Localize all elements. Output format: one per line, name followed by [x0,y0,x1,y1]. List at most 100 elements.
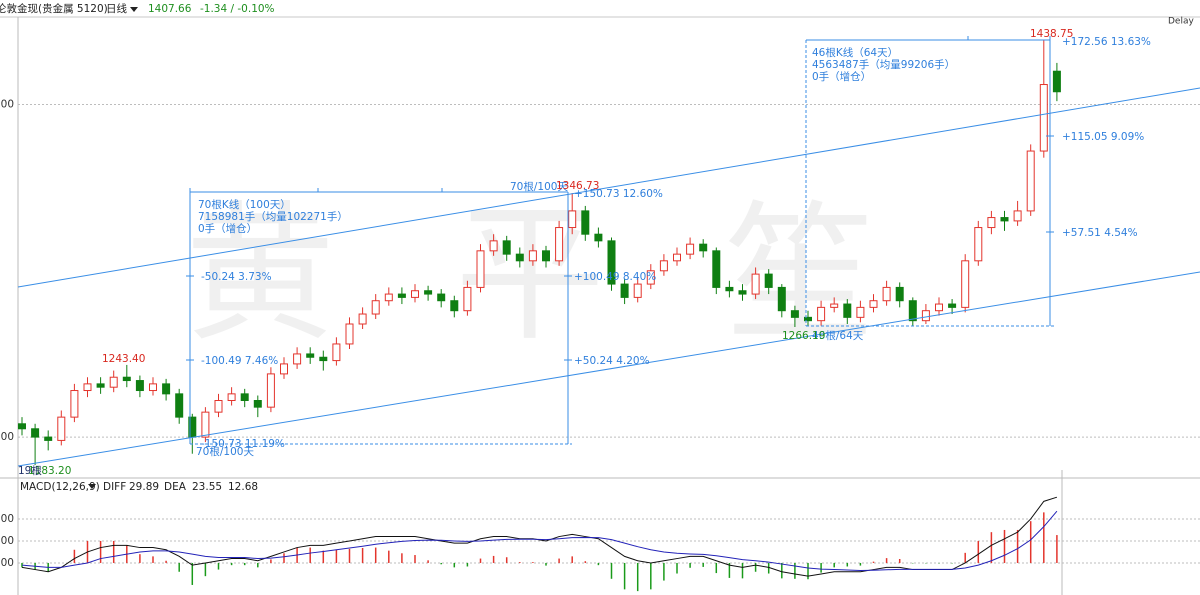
candle-body [790,310,799,318]
candle-body [70,390,79,418]
low-label: 1183.20 [28,465,71,477]
bars-label: 19根 [18,464,42,477]
candle-body [122,376,131,382]
candle-body [568,210,577,229]
candles [18,40,1061,466]
candle-body [83,383,92,392]
candle-body [31,428,40,438]
y-tick-label: 1400.00 [0,98,14,110]
candle-body [987,217,996,229]
candle-body [214,400,223,413]
macd-dropdown[interactable] [88,484,96,489]
candle-body [397,293,406,298]
candle-body [555,227,564,262]
macd-line [21,510,1058,571]
high-label: 1346.73 [556,180,599,192]
diff-value: 29.89 [129,481,159,493]
candle-body [712,250,721,288]
channel-lower [17,271,1200,467]
box-info: 70根K线（100天） [198,198,291,211]
candle-body [948,303,957,308]
candle-body [162,383,171,395]
candle-body [502,240,511,255]
candle-body [895,286,904,302]
high-label: 1243.40 [102,353,145,365]
candle-body [18,423,26,430]
level-label: +150.73 12.60% [574,188,663,200]
candle-body [240,393,249,402]
candle-body [1000,217,1009,222]
last-price: 1407.66 [148,3,192,15]
level-label: +115.05 9.09% [1062,131,1144,143]
candle-body [450,300,459,312]
dea-name: DEA [164,481,187,493]
candle-body [620,283,629,298]
candle-body [777,286,786,312]
y-tick-label: 10.00 [0,535,14,547]
level-label: -150.73 11.19% [201,438,285,450]
level-label: +100.49 8.40% [574,271,656,283]
span-label: 70根/100天 [510,180,568,193]
candle-body [935,303,943,312]
level-label: -50.24 3.73% [201,271,272,283]
candle-body [725,286,734,292]
candle-body [109,376,118,388]
candle-body [1052,70,1061,93]
low-label: 1266.19 [782,330,825,342]
candle-body [345,323,354,345]
candle-body [280,363,288,375]
span-label: 70根/100天 [196,445,254,458]
y-tick-label: 0.00 [0,557,14,569]
measure-box-1: 70根K线（100天） 7158981手（均量102271手） 0手（增仓） -… [186,180,663,458]
y-tick-label: 20.00 [0,513,14,525]
channel-upper [17,87,1200,288]
candle-body [371,300,380,315]
candle-body [908,300,917,322]
candle-body [175,393,184,418]
candle-body [738,290,747,295]
diff-name: DIFF [103,481,126,493]
box-info: 4563487手（均量99206手） [812,58,955,71]
candle-body [1026,150,1035,212]
candle-body [659,260,668,272]
candle-body [149,383,157,392]
candle-body [463,286,472,312]
period-dropdown[interactable] [130,7,138,12]
level-label: +172.56 13.63% [1062,36,1151,48]
candle-body [515,253,524,262]
candle-body [961,260,970,308]
macd-title: MACD(12,26,9) [20,481,100,493]
candle-body [646,270,655,285]
candle-body [699,243,708,252]
candle-body [135,380,144,392]
candle-body [817,306,826,322]
candle-body [869,300,878,308]
candle-body [384,293,393,302]
candle-body [293,353,302,365]
candle-body [542,250,550,262]
candle-body [411,290,419,298]
candle-body [437,293,446,302]
candle-body [1013,210,1022,222]
candle-body [424,290,433,295]
level-label: -100.49 7.46% [201,355,278,367]
box-info: 0手（增仓） [812,70,871,83]
candle-body [804,316,812,322]
candle-body [306,353,315,358]
candle-body [227,393,236,402]
watermark: 黄平笙 [185,188,995,362]
candle-body [594,233,603,242]
candle-body [607,240,616,285]
candle-body [358,313,367,325]
measure-box-2: 46根K线（64天） 4563487手（均量99206手） 0手（增仓） +17… [805,36,1151,342]
candle-body [332,343,341,362]
candle-body [633,283,642,298]
dea-value: 23.55 [192,481,222,493]
macd-value: 12.68 [228,481,258,493]
period[interactable]: 日线 [106,2,127,15]
candle-body [528,250,537,262]
high-label: 1438.75 [1030,28,1073,40]
